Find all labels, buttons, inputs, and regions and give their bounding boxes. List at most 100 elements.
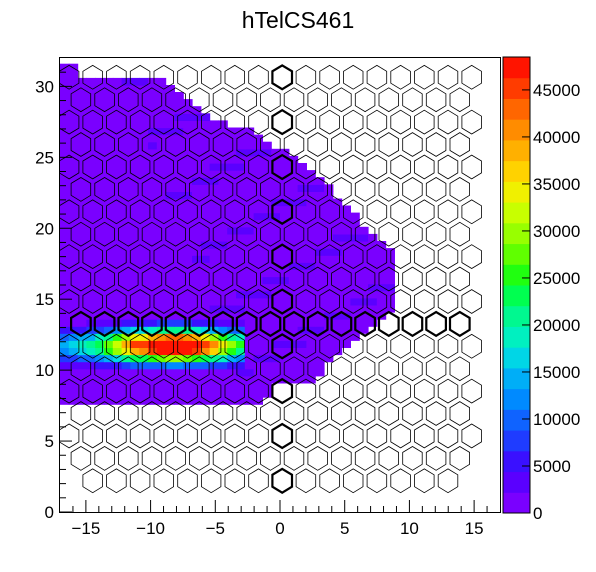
heatmap-cell [324,255,334,263]
heatmap-cell [121,134,131,143]
heatmap-cell [218,205,228,214]
heatmap-cell [288,283,299,292]
hex-cell-outline [354,177,376,202]
heatmap-cell [183,290,193,299]
heatmap-cell [315,262,325,270]
heatmap-cell [174,191,184,200]
hex-cell-outline [414,244,435,269]
heatmap-cell [332,212,343,221]
heatmap-cell [315,226,325,235]
heatmap-cell [236,297,246,306]
heatmap-cell [68,269,79,278]
heatmap-cell [209,212,219,221]
heatmap-cell [68,177,79,185]
heatmap-cell [165,141,175,150]
hex-cell-outline [343,199,364,225]
heatmap-cell [192,390,202,398]
heatmap-cell [244,248,255,256]
hex-cell-outline [260,87,281,113]
heatmap-cell [200,113,211,121]
heatmap-cell [60,269,70,278]
heatmap-cell [95,163,105,171]
heatmap-cell [271,219,281,228]
heatmap-cell [218,354,228,363]
heatmap-cell [68,375,79,384]
heatmap-cell [227,177,237,185]
heatmap-cell [236,219,246,228]
heatmap-cell [253,382,263,391]
hex-cell-outline [425,266,447,292]
heatmap-cell [218,170,228,178]
heatmap-cell [262,212,272,221]
heatmap-cell [271,319,281,327]
hex-cell-outline [402,266,423,292]
heatmap-cell [244,375,255,384]
hex-cell-outline [307,401,328,426]
heatmap-cell [271,297,281,306]
hex-cell-outline [82,333,103,359]
heatmap-cell [95,99,105,107]
hex-cell-outline [283,87,305,113]
heatmap-cell [368,297,378,306]
heatmap-cell [200,354,211,363]
heatmap-cell [68,319,79,327]
hex-cell-outline [60,199,80,225]
heatmap-cell [227,219,237,228]
heatmap-cell [165,198,175,207]
heatmap-cell [112,354,123,363]
heatmap-cell [77,120,87,129]
heatmap-cell [385,262,395,270]
heatmap-cell [288,368,299,377]
heatmap-cell [86,333,96,341]
heatmap-cell [77,113,87,121]
heatmap-cell [121,226,131,235]
heatmap-cell [236,269,246,278]
heatmap-cell [86,354,96,363]
heatmap-cell [218,198,228,207]
hex-cell-outline [70,401,92,426]
heatmap-cell [130,368,140,377]
heatmap-cell [130,170,140,178]
heatmap-cell [227,226,237,235]
heatmap-cell [209,269,219,278]
heatmap-cell [262,184,272,192]
heatmap-cell [86,127,96,136]
hex-cell-outline [354,87,376,113]
heatmap-cell [130,184,140,192]
x-tick-label: −5 [206,519,225,538]
heatmap-cell [121,141,131,150]
hex-cell-outline [461,199,482,225]
heatmap-cell [112,198,123,207]
heatmap-cell [209,283,219,292]
heatmap-cell [139,233,149,242]
colorbar-band [503,222,530,245]
heatmap-cell [165,170,175,178]
hex-cell-outline [271,288,294,315]
heatmap-cell [341,319,351,327]
heatmap-cell [192,255,202,263]
heatmap-cell [253,312,263,320]
hex-cell-outline [402,221,423,247]
hex-cell-outline [200,333,222,359]
heatmap-cell [297,226,307,235]
heatmap-cell [77,248,87,256]
heatmap-cell [218,120,228,129]
heatmap-cell [60,155,70,164]
hex-cell-outline [260,401,281,426]
heatmap-cell [315,269,325,278]
heatmap-cell [121,333,131,341]
hex-cell-outline [449,221,471,247]
heatmap-cell [332,347,343,356]
colorbar-tick-label: 40000 [533,128,580,147]
hex-cell-outline [118,177,139,202]
heatmap-cell [77,191,87,200]
heatmap-cell [148,184,158,192]
heatmap-cell [297,163,307,171]
heatmap-cell [227,233,237,242]
heatmap-cell [130,163,140,171]
heatmap-cell [121,319,131,327]
heatmap-cell [359,255,369,263]
heatmap-cell [288,269,299,278]
heatmap-cell [148,127,158,136]
heatmap-cell [165,191,175,200]
